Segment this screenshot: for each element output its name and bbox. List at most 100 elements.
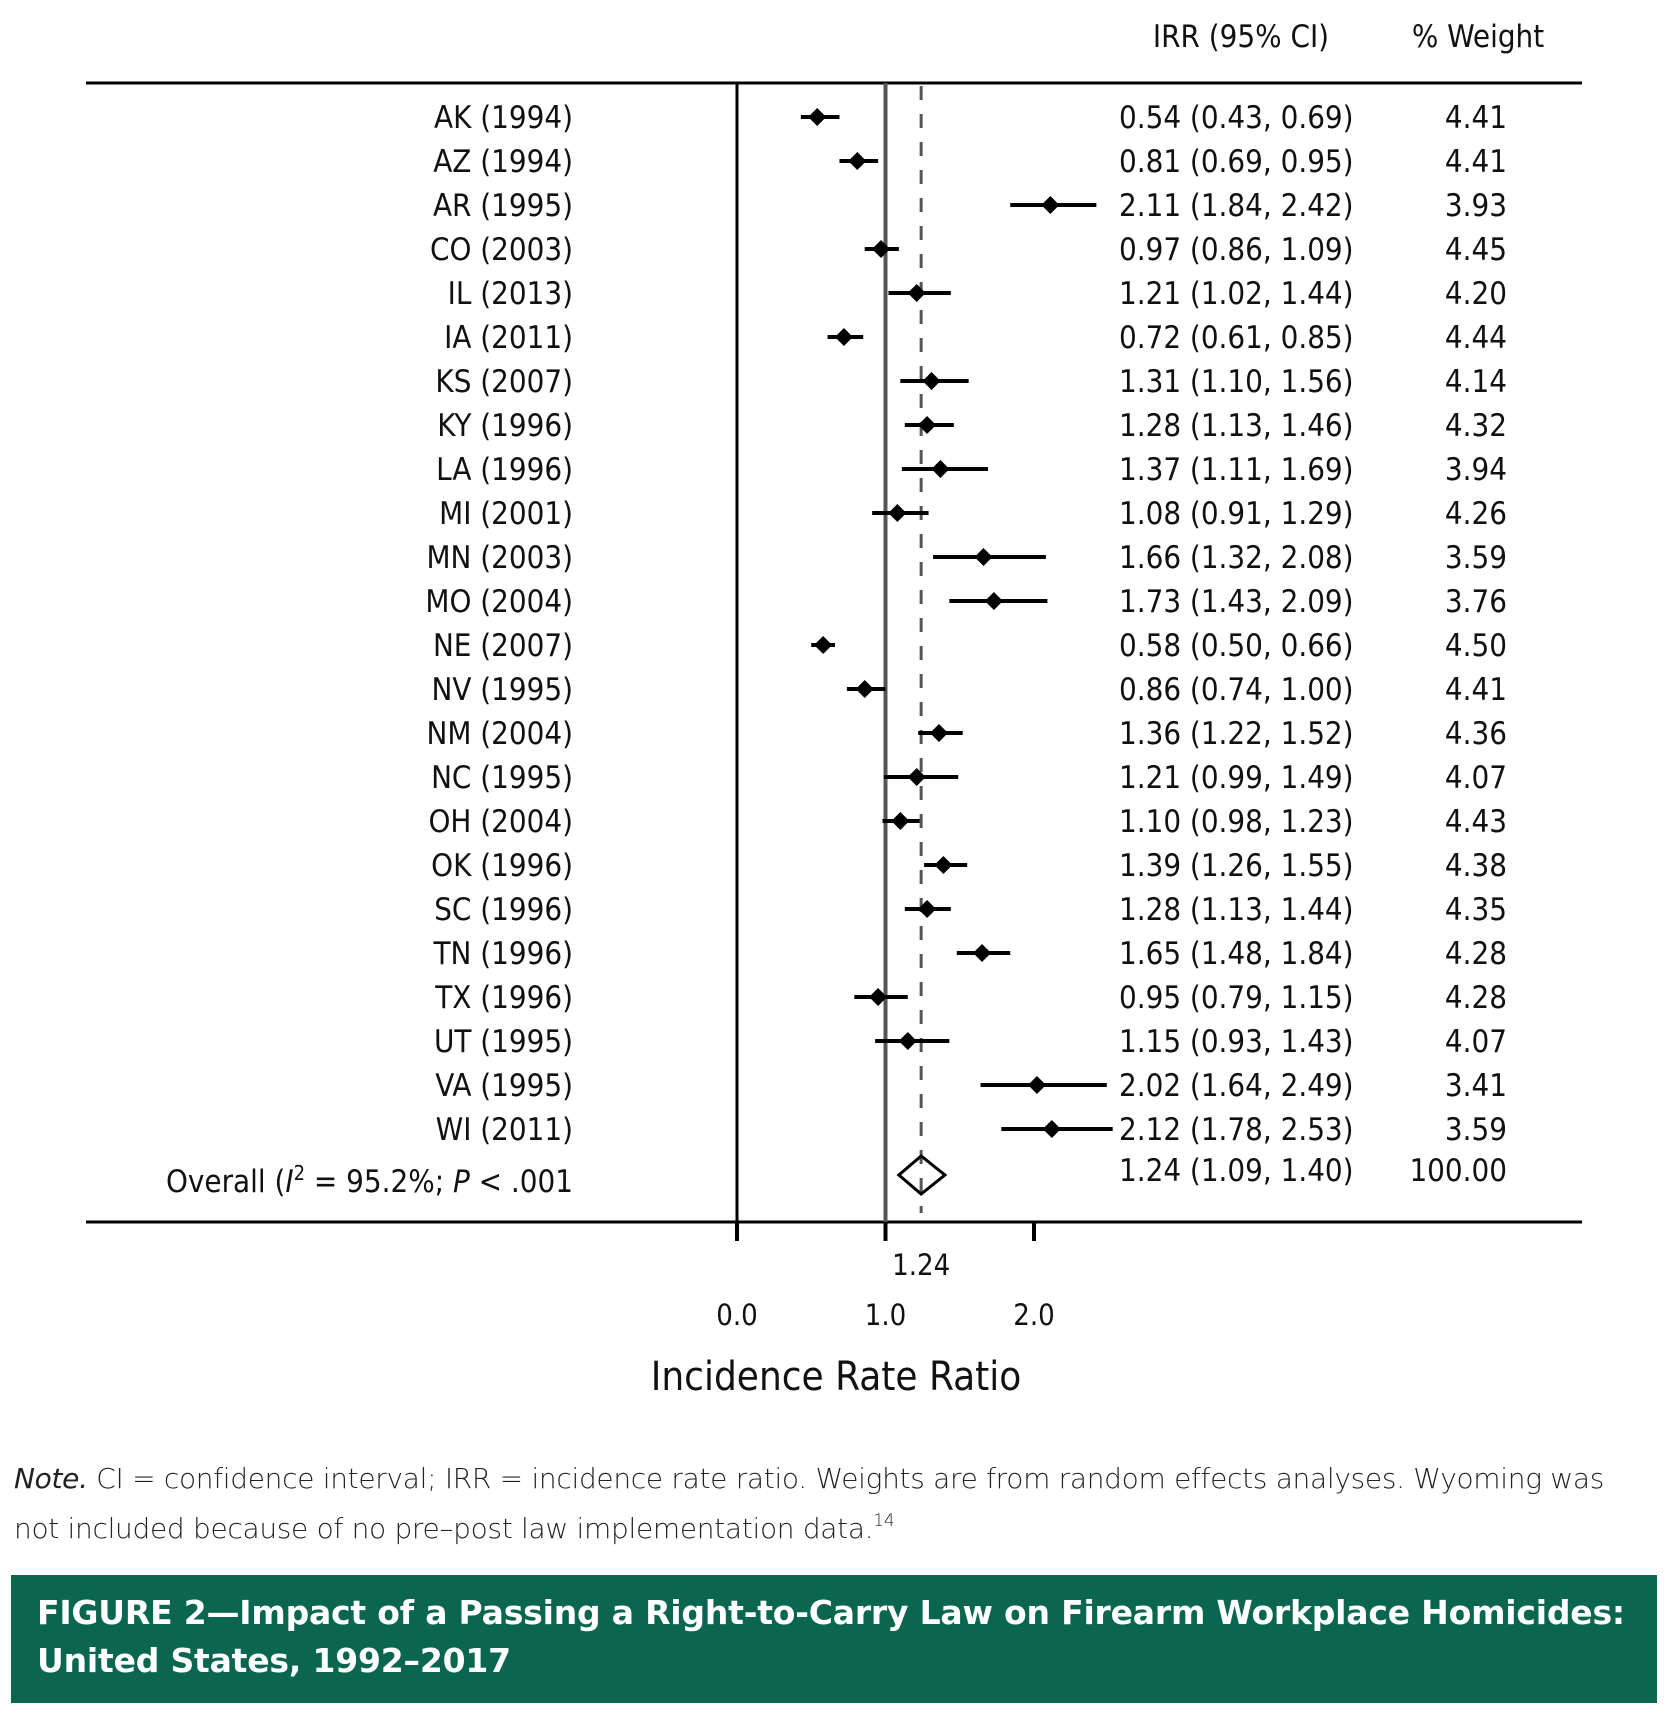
overall-label-label-prefix: Overall ( bbox=[166, 1164, 285, 1200]
weight-value: 4.32 bbox=[1445, 408, 1507, 444]
x-tick-label: 0.0 bbox=[716, 1298, 757, 1332]
study-row: TN (1996) 1.65 (1.48, 1.84) 4.28 bbox=[433, 936, 1507, 972]
note-text: CI = confidence interval; IRR = incidenc… bbox=[14, 1462, 1605, 1545]
x-axis-label: Incidence Rate Ratio bbox=[651, 1354, 1022, 1400]
x-tick-label: 1.0 bbox=[865, 1298, 906, 1332]
irr-ci-value: 1.73 (1.43, 2.09) bbox=[1119, 584, 1354, 620]
study-row: IL (2013) 1.21 (1.02, 1.44) 4.20 bbox=[448, 276, 1507, 312]
irr-ci-value: 1.15 (0.93, 1.43) bbox=[1119, 1024, 1354, 1060]
weight-value: 4.44 bbox=[1445, 320, 1507, 356]
weight-value: 3.76 bbox=[1445, 584, 1507, 620]
caption-text: FIGURE 2—Impact of a Passing a Right-to-… bbox=[37, 1593, 1625, 1680]
study-row: LA (1996) 1.37 (1.11, 1.69) 3.94 bbox=[436, 452, 1507, 488]
irr-ci-value: 2.11 (1.84, 2.42) bbox=[1119, 188, 1354, 224]
weight-value: 4.41 bbox=[1445, 672, 1507, 708]
point-estimate-marker bbox=[974, 548, 993, 566]
study-row: OH (2004) 1.10 (0.98, 1.23) 4.43 bbox=[428, 804, 1507, 840]
study-label: IA (2011) bbox=[444, 320, 573, 356]
point-estimate-marker bbox=[872, 240, 891, 258]
x-tick-label: 2.0 bbox=[1013, 1298, 1054, 1332]
note-reference: 14 bbox=[873, 1511, 895, 1531]
point-estimate-marker bbox=[1027, 1076, 1046, 1094]
study-label: TN (1996) bbox=[433, 936, 573, 972]
overall-label-i2-symbol: I bbox=[285, 1164, 293, 1200]
study-label: TX (1996) bbox=[434, 980, 573, 1016]
weight-value: 4.26 bbox=[1445, 496, 1507, 532]
study-row: AK (1994) 0.54 (0.43, 0.69) 4.41 bbox=[434, 100, 1507, 136]
study-label: OH (2004) bbox=[428, 804, 573, 840]
irr-ci-value: 1.31 (1.10, 1.56) bbox=[1119, 364, 1354, 400]
irr-ci-value: 0.81 (0.69, 0.95) bbox=[1119, 144, 1354, 180]
forest-plot: IRR (95% CI) % Weight AK (1994) 0.54 (0.4… bbox=[86, 19, 1582, 1400]
study-label: WI (2011) bbox=[436, 1112, 573, 1148]
overall-label-i2-sup: 2 bbox=[294, 1161, 305, 1185]
study-row: AR (1995) 2.11 (1.84, 2.42) 3.93 bbox=[433, 188, 1507, 224]
irr-ci-value: 2.02 (1.64, 2.49) bbox=[1119, 1068, 1354, 1104]
study-label: NV (1995) bbox=[431, 672, 573, 708]
point-estimate-marker bbox=[808, 108, 827, 126]
overall-weight-value: 100.00 bbox=[1409, 1153, 1507, 1189]
weight-value: 4.43 bbox=[1445, 804, 1507, 840]
study-label: IL (2013) bbox=[448, 276, 573, 312]
study-row: CO (2003) 0.97 (0.86, 1.09) 4.45 bbox=[430, 232, 1507, 268]
overall-label-p-symbol: P bbox=[453, 1164, 470, 1200]
point-estimate-marker bbox=[848, 152, 867, 170]
irr-ci-value: 0.58 (0.50, 0.66) bbox=[1119, 628, 1354, 664]
study-label: AZ (1994) bbox=[433, 144, 573, 180]
point-estimate-marker bbox=[1042, 1120, 1061, 1138]
overall-label: Overall (I2 = 95.2%; P < .001 bbox=[166, 1161, 573, 1200]
irr-ci-value: 1.08 (0.91, 1.29) bbox=[1119, 496, 1354, 532]
study-label: MO (2004) bbox=[425, 584, 573, 620]
irr-ci-value: 1.66 (1.32, 2.08) bbox=[1119, 540, 1354, 576]
pooled-value-tick-label: 1.24 bbox=[892, 1248, 950, 1282]
figure-note: Note. CI = confidence interval; IRR = in… bbox=[14, 1458, 1654, 1550]
study-label: NC (1995) bbox=[431, 760, 573, 796]
study-label: AK (1994) bbox=[434, 100, 573, 136]
study-row: OK (1996) 1.39 (1.26, 1.55) 4.38 bbox=[431, 848, 1507, 884]
irr-ci-value: 0.95 (0.79, 1.15) bbox=[1119, 980, 1354, 1016]
weight-value: 3.59 bbox=[1445, 540, 1507, 576]
weight-value: 4.28 bbox=[1445, 936, 1507, 972]
pooled-estimate-diamond bbox=[896, 1154, 948, 1196]
irr-ci-value: 1.37 (1.11, 1.69) bbox=[1119, 452, 1354, 488]
study-row: UT (1995) 1.15 (0.93, 1.43) 4.07 bbox=[434, 1024, 1507, 1060]
point-estimate-marker bbox=[984, 592, 1003, 610]
study-row: MI (2001) 1.08 (0.91, 1.29) 4.26 bbox=[439, 496, 1507, 532]
irr-ci-value: 0.54 (0.43, 0.69) bbox=[1119, 100, 1354, 136]
weight-value: 4.41 bbox=[1445, 100, 1507, 136]
weight-value: 4.07 bbox=[1445, 760, 1507, 796]
weight-value: 4.41 bbox=[1445, 144, 1507, 180]
overall-irr-ci-value: 1.24 (1.09, 1.40) bbox=[1119, 1153, 1354, 1189]
note-lead: Note. bbox=[14, 1462, 88, 1495]
study-label: LA (1996) bbox=[436, 452, 573, 488]
point-estimate-marker bbox=[907, 284, 926, 302]
point-estimate-marker bbox=[898, 1032, 917, 1050]
point-estimate-marker bbox=[934, 856, 953, 874]
point-estimate-marker bbox=[929, 724, 948, 742]
weight-value: 4.36 bbox=[1445, 716, 1507, 752]
study-label: VA (1995) bbox=[435, 1068, 573, 1104]
point-estimate-marker bbox=[888, 504, 907, 522]
weight-value: 3.94 bbox=[1445, 452, 1507, 488]
point-estimate-marker bbox=[918, 416, 937, 434]
study-row: MN (2003) 1.66 (1.32, 2.08) 3.59 bbox=[426, 540, 1507, 576]
weight-value: 4.38 bbox=[1445, 848, 1507, 884]
study-row: TX (1996) 0.95 (0.79, 1.15) 4.28 bbox=[434, 980, 1507, 1016]
study-label: NE (2007) bbox=[433, 628, 573, 664]
weight-value: 4.50 bbox=[1445, 628, 1507, 664]
weight-value: 4.20 bbox=[1445, 276, 1507, 312]
weight-value: 4.28 bbox=[1445, 980, 1507, 1016]
weight-value: 4.07 bbox=[1445, 1024, 1507, 1060]
study-row: KY (1996) 1.28 (1.13, 1.46) 4.32 bbox=[437, 408, 1507, 444]
study-label: MN (2003) bbox=[426, 540, 573, 576]
point-estimate-marker bbox=[834, 328, 853, 346]
point-estimate-marker bbox=[973, 944, 992, 962]
point-estimate-marker bbox=[907, 768, 926, 786]
irr-ci-value: 1.28 (1.13, 1.44) bbox=[1119, 892, 1354, 928]
study-row: SC (1996) 1.28 (1.13, 1.44) 4.35 bbox=[434, 892, 1507, 928]
study-row: AZ (1994) 0.81 (0.69, 0.95) 4.41 bbox=[433, 144, 1507, 180]
weight-value: 3.93 bbox=[1445, 188, 1507, 224]
study-row: NM (2004) 1.36 (1.22, 1.52) 4.36 bbox=[426, 716, 1507, 752]
study-row: KS (2007) 1.31 (1.10, 1.56) 4.14 bbox=[435, 364, 1507, 400]
study-row: IA (2011) 0.72 (0.61, 0.85) 4.44 bbox=[444, 320, 1507, 356]
